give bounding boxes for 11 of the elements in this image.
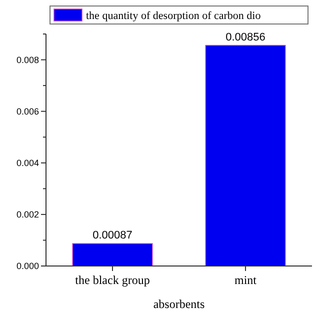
y-tick-label: 0.008 <box>16 54 39 65</box>
x-axis-title: absorbents <box>153 297 205 311</box>
y-tick-label: 0.004 <box>16 158 39 168</box>
y-tick-label: 0.000 <box>16 261 39 272</box>
data-label: 0.00087 <box>92 230 132 242</box>
y-tick-label: 0.002 <box>16 210 39 220</box>
x-tick-label: mint <box>234 273 258 287</box>
legend-label: the quantity of desorption of carbon dio <box>86 10 262 22</box>
data-label: 0.00856 <box>226 31 266 44</box>
y-tick-label: 0.006 <box>16 106 39 116</box>
x-tick-label: the black group <box>75 273 150 287</box>
